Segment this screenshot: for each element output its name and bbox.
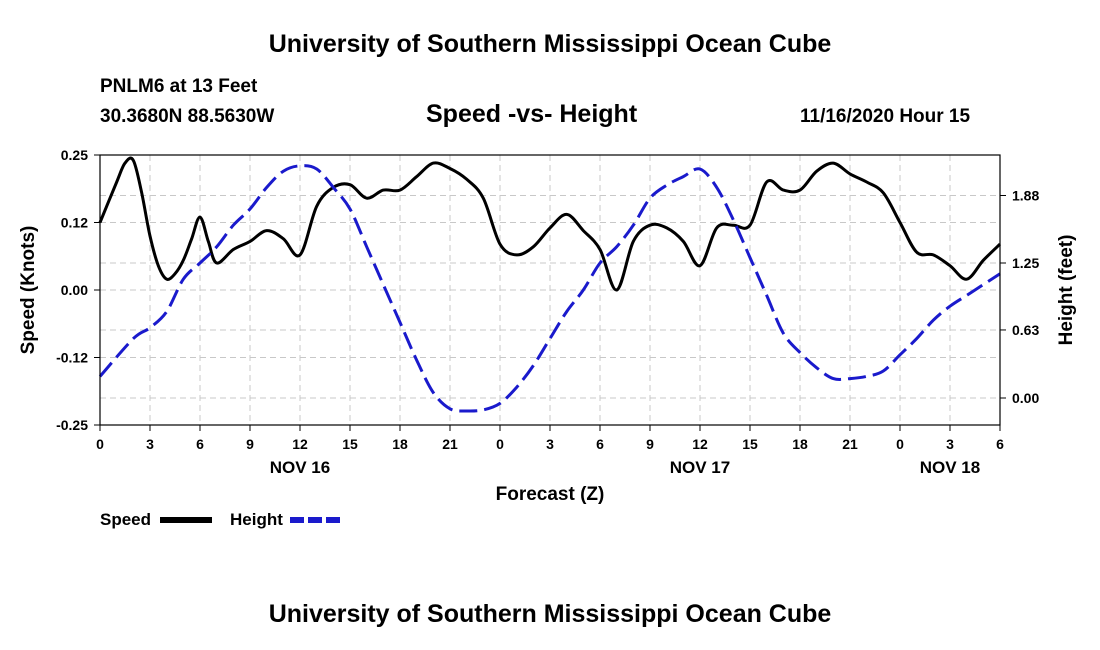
- x-tick-label: 3: [546, 436, 554, 452]
- y-tick-label: 0.12: [61, 215, 88, 231]
- x-tick-label: 6: [596, 436, 604, 452]
- page-title: University of Southern Mississippi Ocean…: [268, 30, 832, 58]
- y2-tick-label: 0.00: [1012, 390, 1039, 406]
- y-tick-label: -0.12: [56, 350, 88, 366]
- x-tick-label: 12: [292, 436, 308, 452]
- x-tick-label: 6: [996, 436, 1004, 452]
- y2-tick-label: 1.25: [1012, 255, 1039, 271]
- y-tick-label: -0.25: [56, 417, 88, 433]
- day-label: NOV 18: [920, 458, 980, 477]
- x-tick-label: 21: [442, 436, 458, 452]
- x-tick-label: 18: [392, 436, 408, 452]
- x-tick-label: 0: [96, 436, 104, 452]
- x-tick-label: 15: [742, 436, 758, 452]
- x-tick-label: 15: [342, 436, 358, 452]
- y2-tick-label: 0.63: [1012, 322, 1039, 338]
- x-tick-label: 6: [196, 436, 204, 452]
- x-tick-label: 0: [496, 436, 504, 452]
- grid: [100, 155, 1000, 425]
- x-tick-label: 9: [646, 436, 654, 452]
- legend-speed-label: Speed: [100, 510, 151, 529]
- x-tick-label: 3: [946, 436, 954, 452]
- footer-title: University of Southern Mississippi Ocean…: [268, 600, 832, 628]
- x-tick-label: 21: [842, 436, 858, 452]
- y-tick-label: 0.25: [61, 147, 88, 163]
- x-tick-label: 0: [896, 436, 904, 452]
- y2-tick-label: 1.88: [1012, 188, 1039, 204]
- legend: Speed Height: [100, 510, 342, 529]
- height-series-line: [98, 164, 1001, 413]
- timestamp: 11/16/2020 Hour 15: [800, 106, 971, 127]
- x-tick-label: 3: [146, 436, 154, 452]
- x-tick-label: 9: [246, 436, 254, 452]
- axes: 0 3 6 9 12 15 18 21 0 3 6 9 12 15 18 21 0 3 6 0.25 0.12 0.00 -…: [56, 147, 1039, 477]
- station-label: PNLM6 at 13 Feet: [100, 76, 258, 97]
- chart-title: Speed -vs- Height: [426, 100, 638, 128]
- x-tick-label: 18: [792, 436, 808, 452]
- x-tick-label: 12: [692, 436, 708, 452]
- legend-height-label: Height: [230, 510, 283, 529]
- day-label: NOV 17: [670, 458, 730, 477]
- x-axis-label: Forecast (Z): [496, 484, 605, 505]
- station-coordinates: 30.3680N 88.5630W: [100, 106, 275, 127]
- y2-axis-label: Height (feet): [1056, 235, 1077, 346]
- day-label: NOV 16: [270, 458, 330, 477]
- y-axis-label: Speed (Knots): [18, 226, 39, 355]
- speed-series-line: [98, 156, 1002, 292]
- y-tick-label: 0.00: [61, 282, 88, 298]
- series-layer: [98, 156, 1002, 413]
